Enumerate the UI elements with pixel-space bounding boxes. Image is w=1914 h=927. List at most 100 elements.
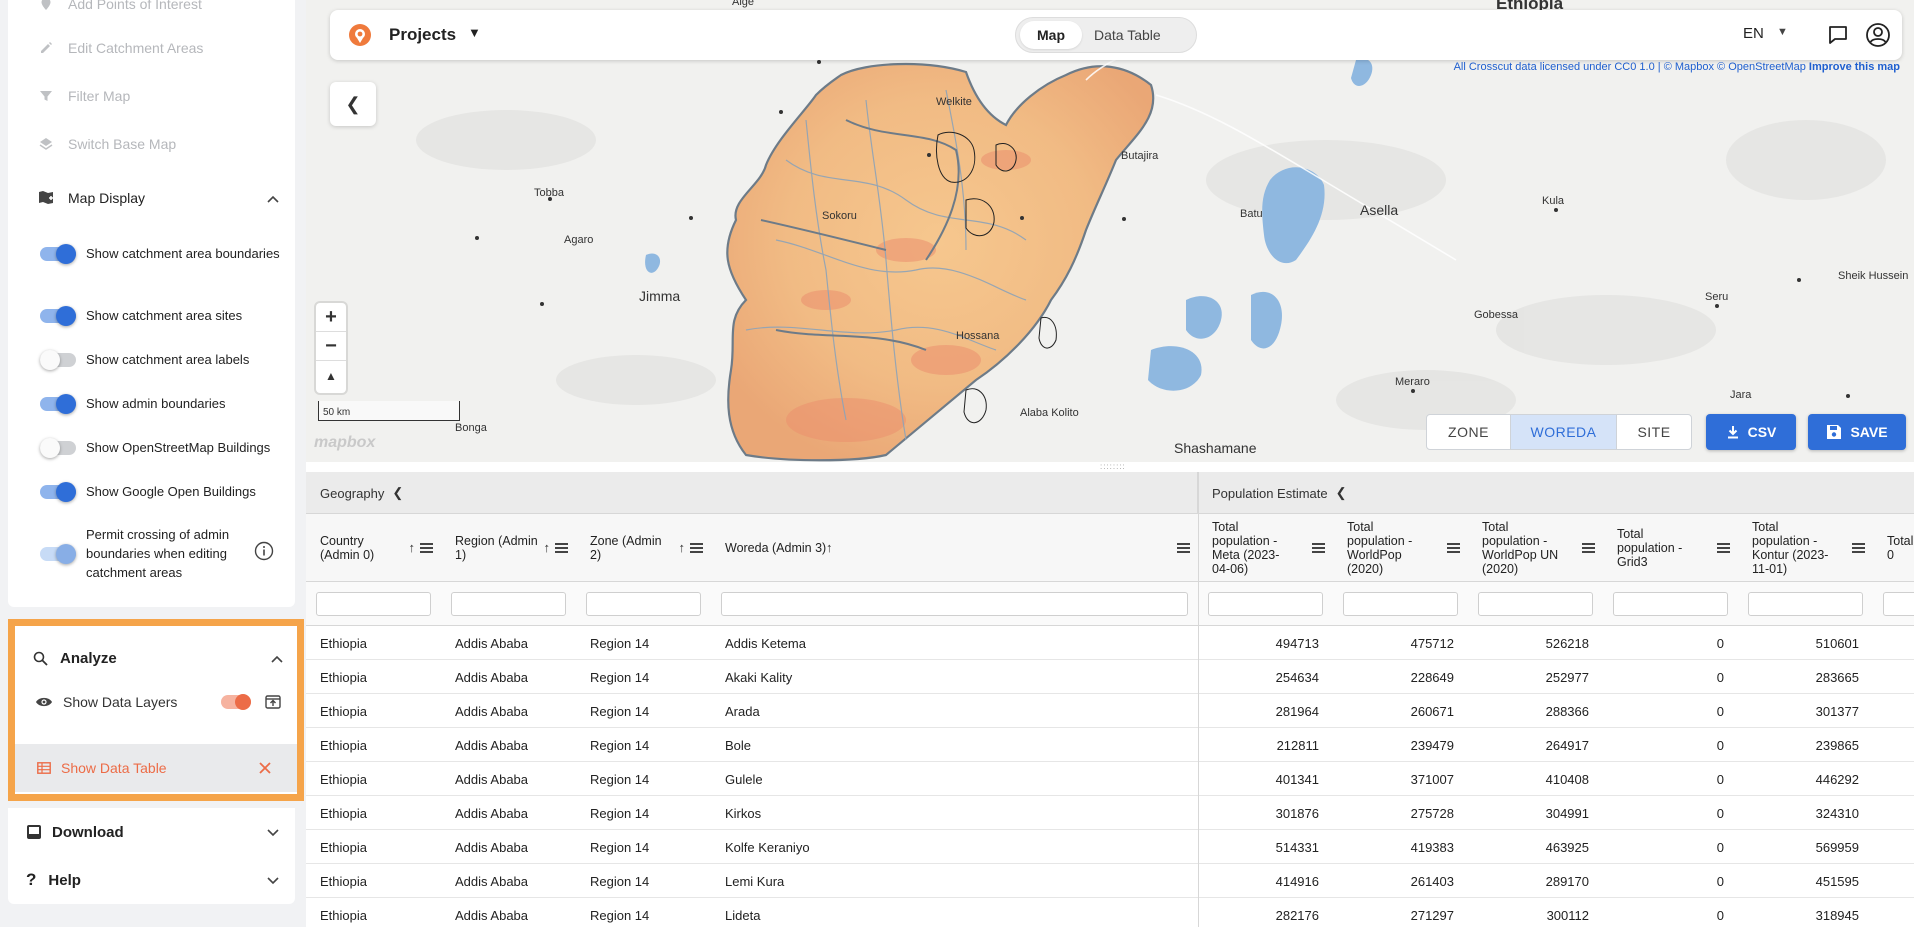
map-view[interactable]: Ethiopia Alge Ya Welkite Butajira Tobba … bbox=[306, 0, 1914, 462]
chevron-left-icon[interactable]: ❮ bbox=[392, 485, 404, 500]
column-filter-input[interactable] bbox=[586, 592, 701, 616]
zoom-out-button[interactable]: − bbox=[316, 332, 346, 361]
toggle-google-buildings[interactable]: Show Google Open Buildings bbox=[40, 481, 290, 502]
group-geography[interactable]: Geography ❮ bbox=[306, 472, 1198, 514]
level-zone-button[interactable]: ZONE bbox=[1427, 415, 1511, 449]
feedback-icon[interactable] bbox=[1827, 24, 1849, 46]
table-row[interactable]: Ethiopia Addis Ababa Region 14 Bole 212811 23… bbox=[306, 728, 1914, 762]
toggle-catchment-boundaries[interactable]: Show catchment area boundaries bbox=[40, 243, 290, 264]
compass-button[interactable]: ▲ bbox=[316, 361, 346, 390]
switch[interactable] bbox=[40, 305, 76, 326]
column-filter-input[interactable] bbox=[1613, 592, 1728, 616]
column-header[interactable]: Total population - WorldPop (2020) bbox=[1333, 514, 1468, 582]
level-woreda-button[interactable]: WOREDA bbox=[1511, 415, 1617, 449]
switch-basemap-tool[interactable]: Switch Base Map bbox=[38, 132, 176, 156]
filter-map-tool[interactable]: Filter Map bbox=[38, 84, 130, 108]
column-header[interactable]: Woreda (Admin 3) ↑ bbox=[711, 514, 1198, 582]
toggle-permit-crossing[interactable]: Permit crossing of admin boundaries when… bbox=[40, 525, 280, 582]
show-data-table-row[interactable]: Show Data Table bbox=[15, 744, 297, 792]
table-row[interactable]: Ethiopia Addis Ababa Region 14 Lideta 282176… bbox=[306, 898, 1914, 927]
column-header[interactable]: Total population - Kontur (2023-11-01) bbox=[1738, 514, 1873, 582]
toggle-admin-boundaries[interactable]: Show admin boundaries bbox=[40, 393, 290, 414]
column-filter-input[interactable] bbox=[1748, 592, 1863, 616]
column-header[interactable]: Total Meta 04-0 bbox=[1873, 514, 1914, 582]
analyze-header[interactable]: Analyze bbox=[33, 650, 283, 667]
improve-map-link[interactable]: Improve this map bbox=[1808, 61, 1900, 73]
language-select[interactable]: EN bbox=[1743, 25, 1764, 42]
table-cell: Addis Ababa bbox=[455, 635, 529, 651]
table-row[interactable]: Ethiopia Addis Ababa Region 14 Addis Ketema… bbox=[306, 626, 1914, 660]
toggle-catchment-sites[interactable]: Show catchment area sites bbox=[40, 305, 290, 326]
group-population-estimate[interactable]: Population Estimate ❮ bbox=[1198, 472, 1914, 514]
save-button[interactable]: SAVE bbox=[1808, 414, 1906, 450]
column-header[interactable]: Region (Admin 1) ↑ bbox=[441, 514, 576, 582]
switch[interactable] bbox=[40, 349, 76, 370]
table-row[interactable]: Ethiopia Addis Ababa Region 14 Akaki Kality… bbox=[306, 660, 1914, 694]
column-filter-input[interactable] bbox=[451, 592, 566, 616]
column-filter-input[interactable] bbox=[1208, 592, 1323, 616]
column-filter-input[interactable] bbox=[1883, 592, 1914, 616]
column-filter-input[interactable] bbox=[1478, 592, 1593, 616]
edit-catchment-tool[interactable]: Edit Catchment Areas bbox=[38, 36, 203, 60]
zoom-in-button[interactable]: + bbox=[316, 303, 346, 332]
column-filter-input[interactable] bbox=[721, 592, 1188, 616]
column-menu-icon[interactable] bbox=[1312, 543, 1325, 553]
column-filter-input[interactable] bbox=[316, 592, 431, 616]
csv-download-button[interactable]: CSV bbox=[1706, 414, 1796, 450]
chevron-left-icon[interactable]: ❮ bbox=[1335, 485, 1347, 500]
table-row[interactable]: Ethiopia Addis Ababa Region 14 Kirkos 301876… bbox=[306, 796, 1914, 830]
mapbox-logo[interactable]: mapbox bbox=[314, 434, 376, 451]
table-row[interactable]: Ethiopia Addis Ababa Region 14 Arada 281964 2… bbox=[306, 694, 1914, 728]
tab-data-table[interactable]: Data Table bbox=[1094, 27, 1161, 43]
account-icon[interactable] bbox=[1865, 22, 1891, 48]
column-menu-icon[interactable] bbox=[420, 543, 433, 553]
table-row[interactable]: Ethiopia Addis Ababa Region 14 Lemi Kura 414… bbox=[306, 864, 1914, 898]
switch[interactable] bbox=[40, 481, 76, 502]
toggle-osm-buildings[interactable]: Show OpenStreetMap Buildings bbox=[40, 437, 290, 458]
column-menu-icon[interactable] bbox=[690, 543, 703, 553]
switch[interactable] bbox=[40, 393, 76, 414]
download-section[interactable]: Download bbox=[8, 808, 295, 856]
column-menu-icon[interactable] bbox=[1852, 543, 1865, 553]
column-menu-icon[interactable] bbox=[1717, 543, 1730, 553]
collapse-sidebar-button[interactable]: ❮ bbox=[330, 82, 376, 126]
column-filter-input[interactable] bbox=[1343, 592, 1458, 616]
projects-menu[interactable]: Projects bbox=[389, 25, 457, 44]
add-poi-tool[interactable]: Add Points of Interest bbox=[38, 0, 202, 16]
help-section[interactable]: ? Help bbox=[8, 856, 295, 904]
tab-map[interactable]: Map bbox=[1020, 21, 1082, 49]
level-site-button[interactable]: SITE bbox=[1637, 424, 1671, 440]
info-icon[interactable] bbox=[254, 541, 274, 566]
open-panel-icon[interactable] bbox=[265, 695, 281, 709]
table-row[interactable]: Ethiopia Addis Ababa Region 14 Kolfe Kerani… bbox=[306, 830, 1914, 864]
sort-arrow-icon[interactable]: ↑ bbox=[543, 540, 551, 555]
sort-arrow-icon[interactable]: ↑ bbox=[678, 540, 686, 555]
column-header[interactable]: Total population - Grid3 bbox=[1603, 514, 1738, 582]
switch[interactable] bbox=[40, 243, 76, 264]
column-menu-icon[interactable] bbox=[555, 543, 568, 553]
switch[interactable] bbox=[40, 543, 76, 564]
caret-down-icon[interactable]: ▼ bbox=[468, 25, 481, 40]
switch[interactable] bbox=[40, 437, 76, 458]
map-display-header[interactable]: Map Display bbox=[38, 185, 279, 211]
data-layers-switch[interactable] bbox=[221, 694, 251, 710]
column-menu-icon[interactable] bbox=[1582, 543, 1595, 553]
column-header[interactable]: Zone (Admin 2) ↑ bbox=[576, 514, 711, 582]
toggle-label: Show catchment area sites bbox=[86, 308, 243, 323]
caret-down-icon[interactable]: ▼ bbox=[1777, 26, 1788, 38]
toggle-catchment-labels[interactable]: Show catchment area labels bbox=[40, 349, 290, 370]
resize-handle[interactable]: :::::::: bbox=[1100, 462, 1126, 471]
column-header[interactable]: Country (Admin 0) ↑ bbox=[306, 514, 441, 582]
table-cell: Addis Ababa bbox=[455, 771, 529, 787]
close-icon[interactable] bbox=[259, 762, 271, 774]
show-data-layers-row[interactable]: Show Data Layers bbox=[35, 690, 281, 714]
app-logo-icon[interactable] bbox=[348, 23, 372, 47]
sort-arrow-icon[interactable]: ↑ bbox=[826, 540, 833, 555]
column-header[interactable]: Total population - Meta (2023-04-06) bbox=[1198, 514, 1333, 582]
column-menu-icon[interactable] bbox=[1447, 543, 1460, 553]
sort-arrow-icon[interactable]: ↑ bbox=[408, 540, 416, 555]
attribution-text[interactable]: All Crosscut data licensed under CC0 1.0… bbox=[1453, 61, 1806, 73]
column-menu-icon[interactable] bbox=[1177, 543, 1190, 553]
table-row[interactable]: Ethiopia Addis Ababa Region 14 Gulele 401341… bbox=[306, 762, 1914, 796]
column-header[interactable]: Total population - WorldPop UN (2020) bbox=[1468, 514, 1603, 582]
